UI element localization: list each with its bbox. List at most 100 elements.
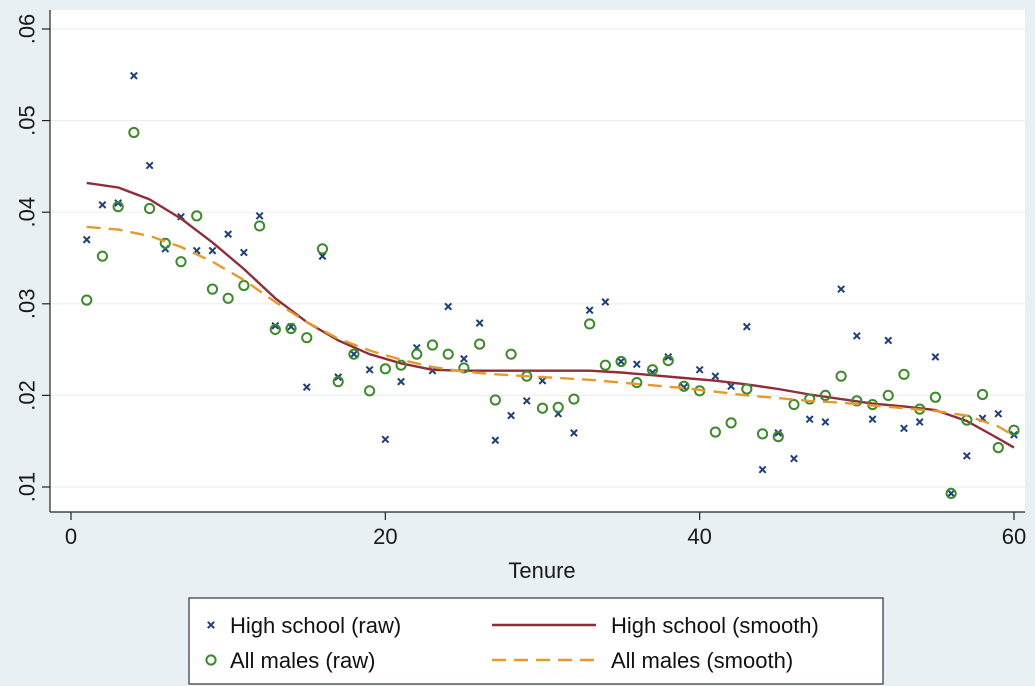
data-point-hs — [475, 319, 484, 327]
data-point-all — [898, 368, 910, 380]
data-point-all — [929, 391, 942, 403]
series-line — [86, 181, 1015, 449]
x-marker-stroke — [868, 415, 877, 424]
data-point-all — [756, 428, 769, 440]
data-point-all — [615, 355, 627, 368]
x-marker-stroke — [129, 71, 138, 80]
data-point-all — [379, 363, 391, 375]
data-point-all — [599, 359, 611, 371]
x-marker-stroke — [177, 212, 185, 221]
legend-label: All males (raw) — [230, 648, 375, 673]
legend-item: All males (smooth) — [492, 648, 793, 673]
data-point-hs — [947, 489, 956, 498]
legend-item: High school (smooth) — [492, 613, 819, 638]
data-point-all — [222, 292, 234, 304]
data-point-all — [584, 318, 596, 330]
data-point-hs — [884, 336, 893, 345]
data-point-hs — [397, 377, 405, 386]
data-point-hs — [617, 357, 625, 366]
data-point-all — [301, 332, 313, 344]
data-point-all — [835, 370, 847, 382]
x-marker-stroke — [931, 353, 940, 361]
x-marker-stroke — [318, 252, 327, 261]
data-point-all — [81, 294, 93, 306]
data-point-all — [788, 398, 800, 411]
series-all-males-raw — [81, 126, 1020, 500]
x-marker-stroke — [460, 354, 468, 363]
x-marker-stroke — [208, 246, 217, 255]
y-axis: .01 .02 .03 .04 .05 .06 — [15, 10, 51, 512]
x-marker-stroke — [900, 424, 908, 433]
data-point-hs — [491, 436, 500, 445]
x-marker-stroke — [570, 429, 578, 437]
legend-label: High school (raw) — [230, 613, 401, 638]
x-marker-stroke — [852, 331, 861, 340]
series-line — [86, 225, 1015, 437]
x-marker-stroke — [617, 357, 625, 366]
x-marker-stroke — [475, 319, 484, 327]
data-point-hs — [758, 465, 767, 474]
data-point-all — [175, 256, 187, 268]
data-point-all — [662, 354, 674, 367]
data-point-hs — [632, 360, 641, 369]
x-marker-stroke — [711, 372, 720, 381]
data-point-all — [851, 395, 863, 407]
data-point-all — [552, 401, 564, 413]
data-point-all — [945, 487, 957, 500]
data-point-hs — [302, 383, 311, 392]
x-marker-stroke — [962, 451, 971, 460]
data-point-hs — [98, 200, 107, 209]
data-point-hs — [208, 246, 217, 255]
legend-label: All males (smooth) — [611, 648, 793, 673]
x-marker-stroke — [239, 248, 248, 257]
data-point-all — [254, 220, 266, 232]
data-point-hs — [680, 383, 688, 392]
data-point-hs — [727, 382, 736, 391]
x-marker-stroke — [145, 161, 154, 170]
data-point-hs — [145, 161, 154, 170]
x-marker-stroke — [884, 336, 893, 345]
data-point-all — [332, 376, 344, 388]
x-marker-stroke — [82, 235, 91, 244]
x-marker-stroke — [207, 621, 215, 629]
data-point-all — [348, 348, 360, 360]
data-point-hs — [522, 396, 531, 405]
data-point-all — [678, 380, 690, 392]
data-point-all — [442, 348, 454, 360]
data-point-all — [426, 339, 439, 351]
data-point-all — [474, 338, 486, 350]
x-marker-stroke — [585, 306, 594, 315]
data-point-hs — [585, 306, 594, 315]
data-point-hs — [790, 454, 798, 463]
data-point-all — [772, 431, 784, 443]
x-marker-stroke — [837, 285, 846, 294]
data-point-hs — [931, 353, 940, 361]
y-tick-label: .01 — [15, 472, 40, 503]
x-marker-stroke — [805, 415, 814, 424]
data-point-hs — [507, 411, 515, 420]
x-marker-stroke — [365, 365, 374, 374]
x-marker-stroke — [742, 322, 751, 331]
data-point-hs — [82, 235, 91, 244]
data-point-hs — [444, 302, 453, 311]
x-tick-label: 40 — [687, 524, 711, 549]
legend-box — [188, 597, 884, 685]
data-point-all — [882, 389, 894, 401]
x-marker-stroke — [695, 365, 704, 374]
x-axis-title: Tenure — [508, 558, 575, 583]
data-point-hs — [538, 376, 547, 385]
data-point-all — [568, 393, 580, 405]
legend-circle-marker-icon — [205, 654, 217, 666]
data-point-all — [411, 348, 423, 360]
data-point-all — [395, 359, 407, 371]
data-point-all — [536, 402, 549, 414]
data-point-hs — [601, 298, 610, 306]
x-marker-stroke — [349, 350, 358, 359]
data-point-all — [364, 385, 376, 397]
data-point-all — [725, 417, 737, 429]
data-point-hs — [695, 365, 704, 374]
data-point-hs — [255, 211, 264, 220]
data-point-all — [1008, 424, 1020, 436]
x-marker-stroke — [915, 418, 924, 426]
